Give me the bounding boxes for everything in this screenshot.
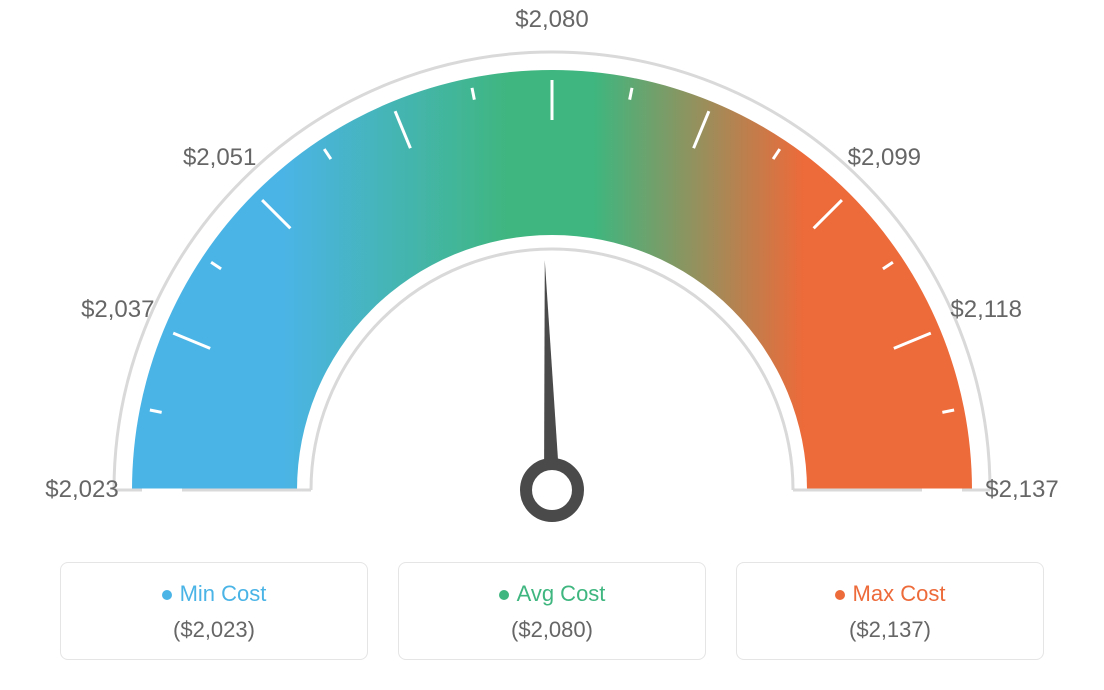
legend-card-max: Max Cost ($2,137) — [736, 562, 1044, 660]
gauge-tick-label: $2,118 — [950, 296, 1022, 324]
legend-card-min: Min Cost ($2,023) — [60, 562, 368, 660]
legend-label-min: Min Cost — [180, 581, 267, 606]
legend-card-avg: Avg Cost ($2,080) — [398, 562, 706, 660]
legend-value-max: ($2,137) — [737, 617, 1043, 643]
legend-value-min: ($2,023) — [61, 617, 367, 643]
gauge-svg — [0, 0, 1104, 540]
gauge-tick-label: $2,137 — [985, 476, 1058, 504]
gauge-tick-label: $2,023 — [45, 476, 118, 504]
gauge-tick-label: $2,051 — [183, 144, 256, 172]
dot-icon — [162, 590, 172, 600]
gauge-chart: $2,023 $2,037 $2,051 $2,080 $2,099 $2,118 $2,1… — [0, 0, 1104, 540]
legend-title-max: Max Cost — [737, 581, 1043, 607]
legend-title-avg: Avg Cost — [399, 581, 705, 607]
legend-label-max: Max Cost — [853, 581, 946, 606]
gauge-tick-label: $2,099 — [848, 144, 921, 172]
legend-title-min: Min Cost — [61, 581, 367, 607]
legend-row: Min Cost ($2,023) Avg Cost ($2,080) Max … — [0, 562, 1104, 660]
dot-icon — [499, 590, 509, 600]
dot-icon — [835, 590, 845, 600]
gauge-tick-label: $2,080 — [515, 6, 588, 34]
gauge-tick-label: $2,037 — [81, 296, 154, 324]
legend-label-avg: Avg Cost — [517, 581, 606, 606]
legend-value-avg: ($2,080) — [399, 617, 705, 643]
